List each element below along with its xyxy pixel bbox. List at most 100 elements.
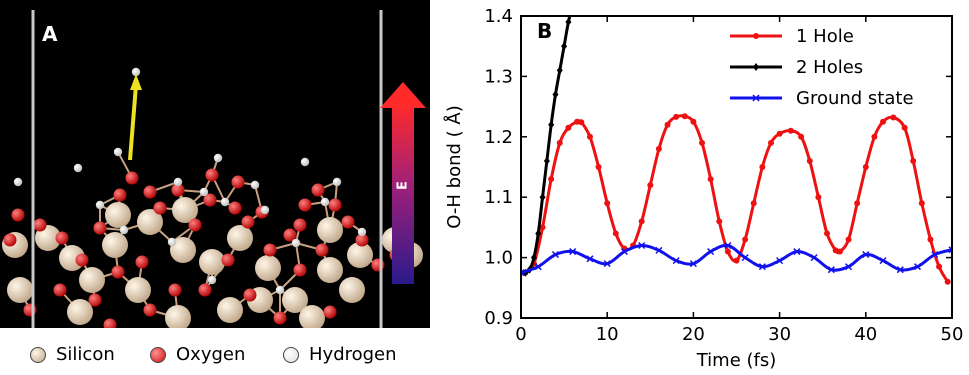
series-0-point (742, 236, 749, 243)
oxygen-atom (371, 258, 385, 272)
series-2-point (724, 241, 732, 250)
legend-marker-1 (753, 63, 759, 71)
series-2-point (551, 251, 560, 259)
panel-b-label: B (537, 19, 552, 43)
y-tick-label: 0.9 (484, 308, 513, 329)
oxygen-atom (273, 311, 287, 325)
efield-label: E (395, 181, 411, 190)
structure-image (2, 10, 426, 328)
x-tick-label: 20 (682, 324, 705, 345)
oxygen-atom (323, 305, 337, 319)
force-arrow (128, 74, 142, 161)
series-2-point (603, 260, 611, 268)
legend-label-hydrogen: Hydrogen (309, 344, 397, 365)
panel-a-structure: A E (0, 0, 430, 328)
series-2-point (638, 241, 646, 250)
series-2-point (810, 254, 818, 262)
hydrogen-atom (220, 197, 230, 207)
series-2-point (534, 263, 542, 271)
oxygen-atom (188, 218, 202, 232)
series-2-point (741, 254, 749, 262)
series-0-point (604, 200, 611, 207)
oxygen-atom (228, 201, 242, 215)
silicon-atom (282, 287, 308, 313)
oxygen-atom (293, 263, 307, 277)
series-0-point (681, 113, 688, 120)
series-1-point (570, 0, 576, 8)
silicon-atom (317, 257, 343, 283)
series-1-point (561, 42, 568, 51)
x-axis-label: Time (fs) (696, 350, 777, 371)
x-tick-label: 10 (596, 324, 619, 345)
series-2-point (758, 263, 766, 271)
series-0-point (890, 114, 897, 121)
silicon-atom (102, 232, 128, 258)
series-0-point (798, 133, 805, 140)
series-2-point (689, 260, 697, 268)
hydrogen-atom (260, 205, 270, 215)
oxygen-atom (11, 208, 25, 222)
series-0-point (787, 127, 794, 134)
legend-label-2: Ground state (796, 88, 914, 109)
x-tick-label: 50 (941, 324, 964, 345)
legend-marker-0 (753, 33, 759, 39)
series-0-point (750, 200, 757, 207)
series-2-point (827, 266, 835, 274)
silicon-atom (347, 242, 373, 268)
hydrogen-atom (275, 285, 285, 295)
series-1-point (543, 156, 550, 165)
silicon-atom (172, 197, 198, 223)
oxygen-atom (311, 183, 325, 197)
silicon-atom (227, 225, 253, 251)
series-0-point (910, 157, 917, 164)
silicon-atom (165, 305, 191, 328)
series-2-point (707, 248, 715, 256)
y-tick-label: 1.4 (484, 6, 513, 27)
y-tick-label: 1.1 (484, 187, 513, 208)
series-0-point (824, 230, 831, 237)
hydrogen-atom (332, 177, 342, 187)
silicon-atom (255, 255, 281, 281)
series-0-point (836, 248, 843, 255)
oxygen-atom (111, 265, 125, 279)
silicon-atom (317, 217, 343, 243)
hydrogen-atom (113, 147, 123, 157)
series-0-point (918, 200, 925, 207)
series-1-point (535, 229, 542, 238)
series-2-point (879, 257, 887, 265)
oxygen-atom (75, 253, 89, 267)
oxygen-atom (283, 228, 297, 242)
hydrogen-atom (13, 177, 23, 187)
series-2-point (931, 251, 939, 259)
oxygen-atom (231, 175, 245, 189)
series-0-point (647, 182, 654, 189)
oxygen-atom (171, 183, 185, 197)
panel-a-label: A (42, 22, 58, 46)
series-1-point (548, 120, 555, 129)
series-0-point (707, 176, 714, 183)
hydrogen-atom (73, 163, 83, 173)
oxygen-atom (153, 201, 167, 215)
series-2-point (896, 266, 904, 274)
series-2-point (793, 248, 801, 256)
y-tick-label: 1.3 (484, 66, 513, 87)
plot-area (521, 0, 952, 285)
series-0-point (655, 145, 662, 152)
series-0-point (578, 119, 585, 126)
silicon-atom (170, 237, 196, 263)
y-tick-label: 1.0 (484, 248, 513, 269)
legend-item-oxygen: Oxygen (150, 344, 245, 365)
oxygen-atom (328, 198, 342, 212)
y-tick-label: 1.2 (484, 127, 513, 148)
silicon-dot-icon (30, 346, 46, 363)
series-0-point (845, 236, 852, 243)
series-0-point (901, 124, 908, 131)
silicon-atom (105, 202, 131, 228)
series-0-point (854, 200, 861, 207)
oxygen-atom (103, 318, 117, 328)
series-2-point (672, 257, 680, 265)
series-0-point (936, 263, 943, 270)
panel-b-chart: 0 10 20 30 40 50 0.9 1.0 1.1 1.2 1.3 1.4 Time (fs) O-… (430, 0, 969, 371)
hydrogen-atom (250, 180, 260, 190)
series-1-point (565, 18, 572, 27)
